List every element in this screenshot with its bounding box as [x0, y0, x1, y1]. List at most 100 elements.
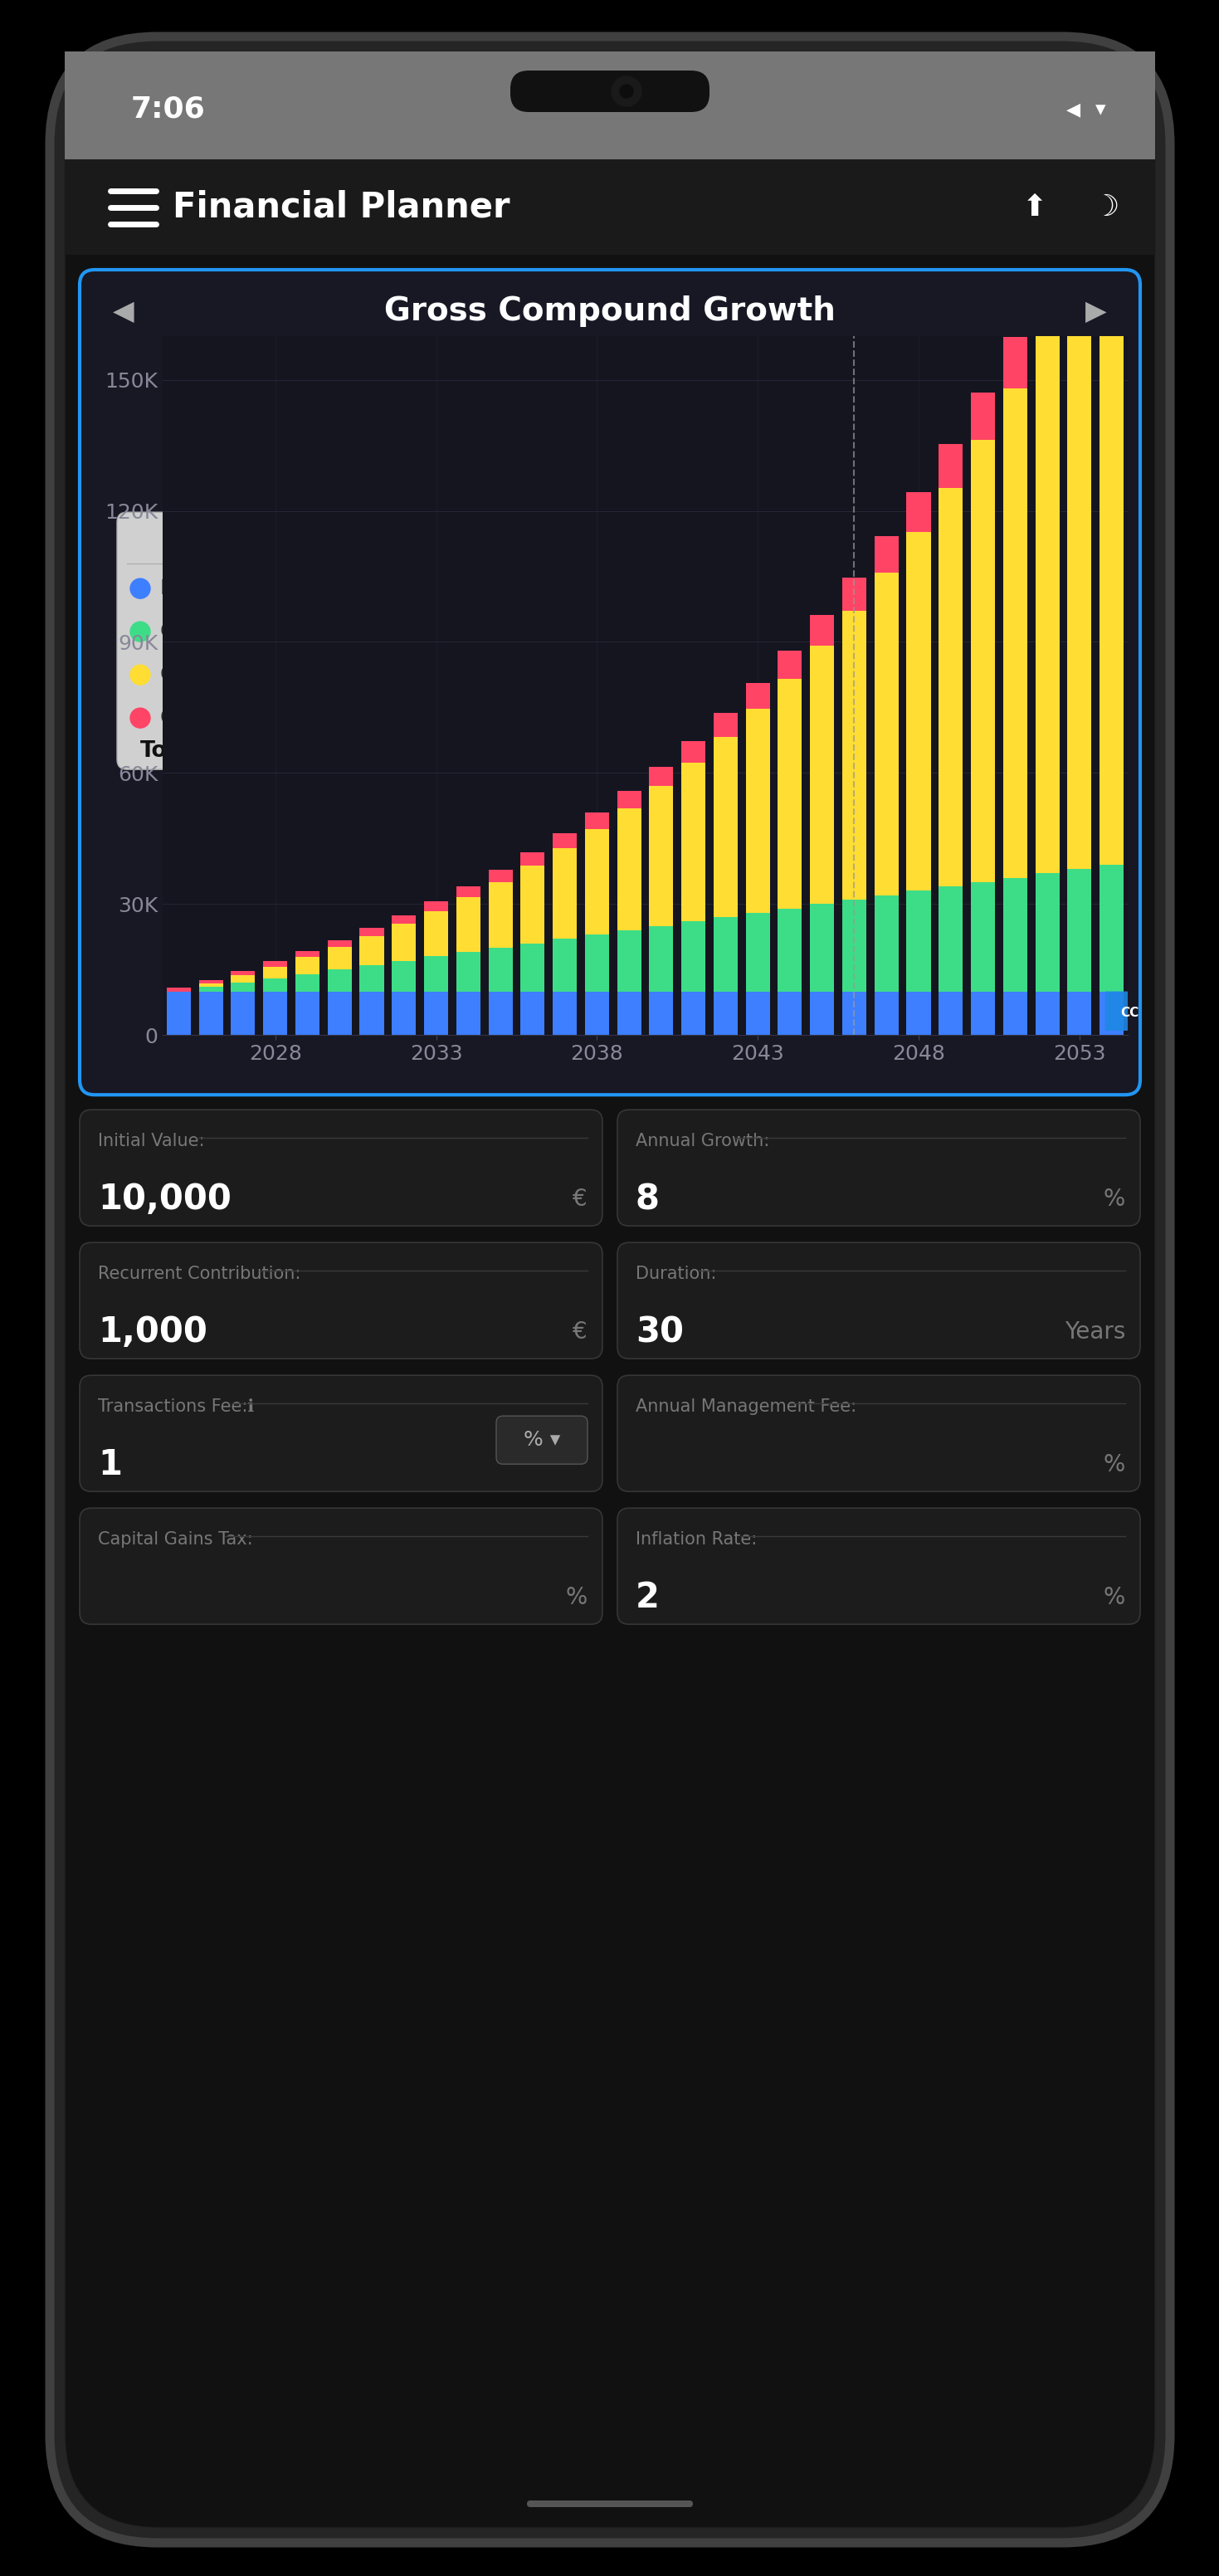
Bar — [295, 958, 319, 974]
Bar — [489, 948, 512, 992]
Circle shape — [130, 621, 150, 641]
Text: €: € — [573, 1188, 588, 1211]
Bar — [874, 992, 898, 1036]
Bar — [456, 992, 480, 1036]
Text: %: % — [1103, 1587, 1125, 1610]
Bar — [650, 786, 673, 925]
Text: 21,780: 21,780 — [499, 621, 567, 641]
FancyBboxPatch shape — [496, 1417, 588, 1463]
Bar — [328, 940, 351, 948]
Bar — [1003, 337, 1028, 389]
Bar — [970, 440, 995, 881]
Bar — [811, 992, 834, 1036]
Bar — [713, 917, 737, 992]
Text: Cummulative Returns:: Cummulative Returns: — [160, 665, 379, 685]
Bar — [360, 992, 384, 1036]
FancyBboxPatch shape — [617, 1376, 1140, 1492]
Text: CC: CC — [1120, 1007, 1139, 1020]
Bar — [681, 992, 706, 1036]
Bar — [811, 647, 834, 904]
Circle shape — [130, 580, 150, 598]
FancyBboxPatch shape — [65, 52, 1156, 2527]
Text: Cummulative Contributions:: Cummulative Contributions: — [160, 621, 436, 641]
Bar — [552, 992, 577, 1036]
Bar — [391, 925, 416, 961]
Bar — [746, 708, 770, 912]
Bar — [585, 829, 610, 935]
Bar — [1100, 142, 1124, 206]
FancyBboxPatch shape — [50, 36, 1170, 2543]
Bar — [489, 992, 512, 1036]
Bar — [842, 899, 867, 992]
Bar — [263, 961, 288, 966]
Bar — [232, 971, 255, 976]
Bar — [907, 492, 930, 531]
Bar — [842, 611, 867, 899]
Text: 30: 30 — [635, 1314, 684, 1350]
Bar — [874, 536, 898, 572]
Bar — [778, 677, 802, 909]
Bar — [778, 992, 802, 1036]
Bar — [585, 814, 610, 829]
FancyBboxPatch shape — [617, 1110, 1140, 1226]
Text: %: % — [566, 1587, 588, 1610]
Bar — [939, 487, 963, 886]
Bar — [263, 992, 288, 1036]
FancyBboxPatch shape — [79, 270, 1140, 1095]
Bar — [65, 160, 1156, 255]
Bar — [939, 443, 963, 487]
Text: 1: 1 — [98, 1448, 122, 1481]
Bar — [842, 992, 867, 1036]
Text: €: € — [573, 1321, 588, 1345]
FancyBboxPatch shape — [79, 1376, 602, 1492]
Bar — [521, 853, 545, 866]
Bar — [456, 953, 480, 992]
Text: ▾: ▾ — [1095, 100, 1106, 118]
Text: ◀: ◀ — [1067, 100, 1080, 118]
Text: ◀: ◀ — [113, 296, 134, 325]
Text: 2: 2 — [635, 1579, 659, 1615]
Bar — [328, 969, 351, 992]
Text: Inflation Rate:: Inflation Rate: — [635, 1530, 757, 1548]
Text: 47,214: 47,214 — [499, 665, 567, 685]
Bar — [295, 974, 319, 992]
Bar — [1035, 276, 1059, 332]
Text: Transactions Fee:ℹ️: Transactions Fee:ℹ️ — [98, 1399, 254, 1414]
Text: ▶: ▶ — [1086, 296, 1107, 325]
Bar — [199, 984, 223, 987]
Bar — [617, 930, 641, 992]
Bar — [585, 992, 610, 1036]
Bar — [1035, 332, 1059, 873]
Bar — [778, 649, 802, 677]
Text: Duration:: Duration: — [635, 1265, 717, 1283]
Bar — [456, 886, 480, 896]
Bar — [650, 768, 673, 786]
Text: Total:: Total: — [140, 739, 208, 762]
Bar — [939, 992, 963, 1036]
Text: Capital Gains Tax:: Capital Gains Tax: — [98, 1530, 252, 1548]
Bar — [842, 577, 867, 611]
Bar — [232, 976, 255, 981]
Bar — [167, 992, 191, 1036]
Bar — [778, 909, 802, 992]
FancyBboxPatch shape — [79, 1242, 602, 1358]
Bar — [199, 992, 223, 1036]
Bar — [1100, 206, 1124, 866]
Bar — [585, 935, 610, 992]
Bar — [424, 956, 449, 992]
Bar — [328, 948, 351, 969]
Text: Years: Years — [1064, 1321, 1125, 1345]
Bar — [874, 572, 898, 896]
Bar — [1003, 878, 1028, 992]
FancyBboxPatch shape — [79, 1507, 602, 1625]
Bar — [424, 912, 449, 956]
Bar — [199, 979, 223, 984]
Bar — [295, 992, 319, 1036]
Text: Recurrent Contribution:: Recurrent Contribution: — [98, 1265, 301, 1283]
Bar — [263, 966, 288, 979]
Bar — [970, 881, 995, 992]
Bar — [713, 737, 737, 917]
Text: 10,000: 10,000 — [499, 580, 567, 598]
Bar — [1068, 273, 1091, 868]
Bar — [552, 848, 577, 938]
